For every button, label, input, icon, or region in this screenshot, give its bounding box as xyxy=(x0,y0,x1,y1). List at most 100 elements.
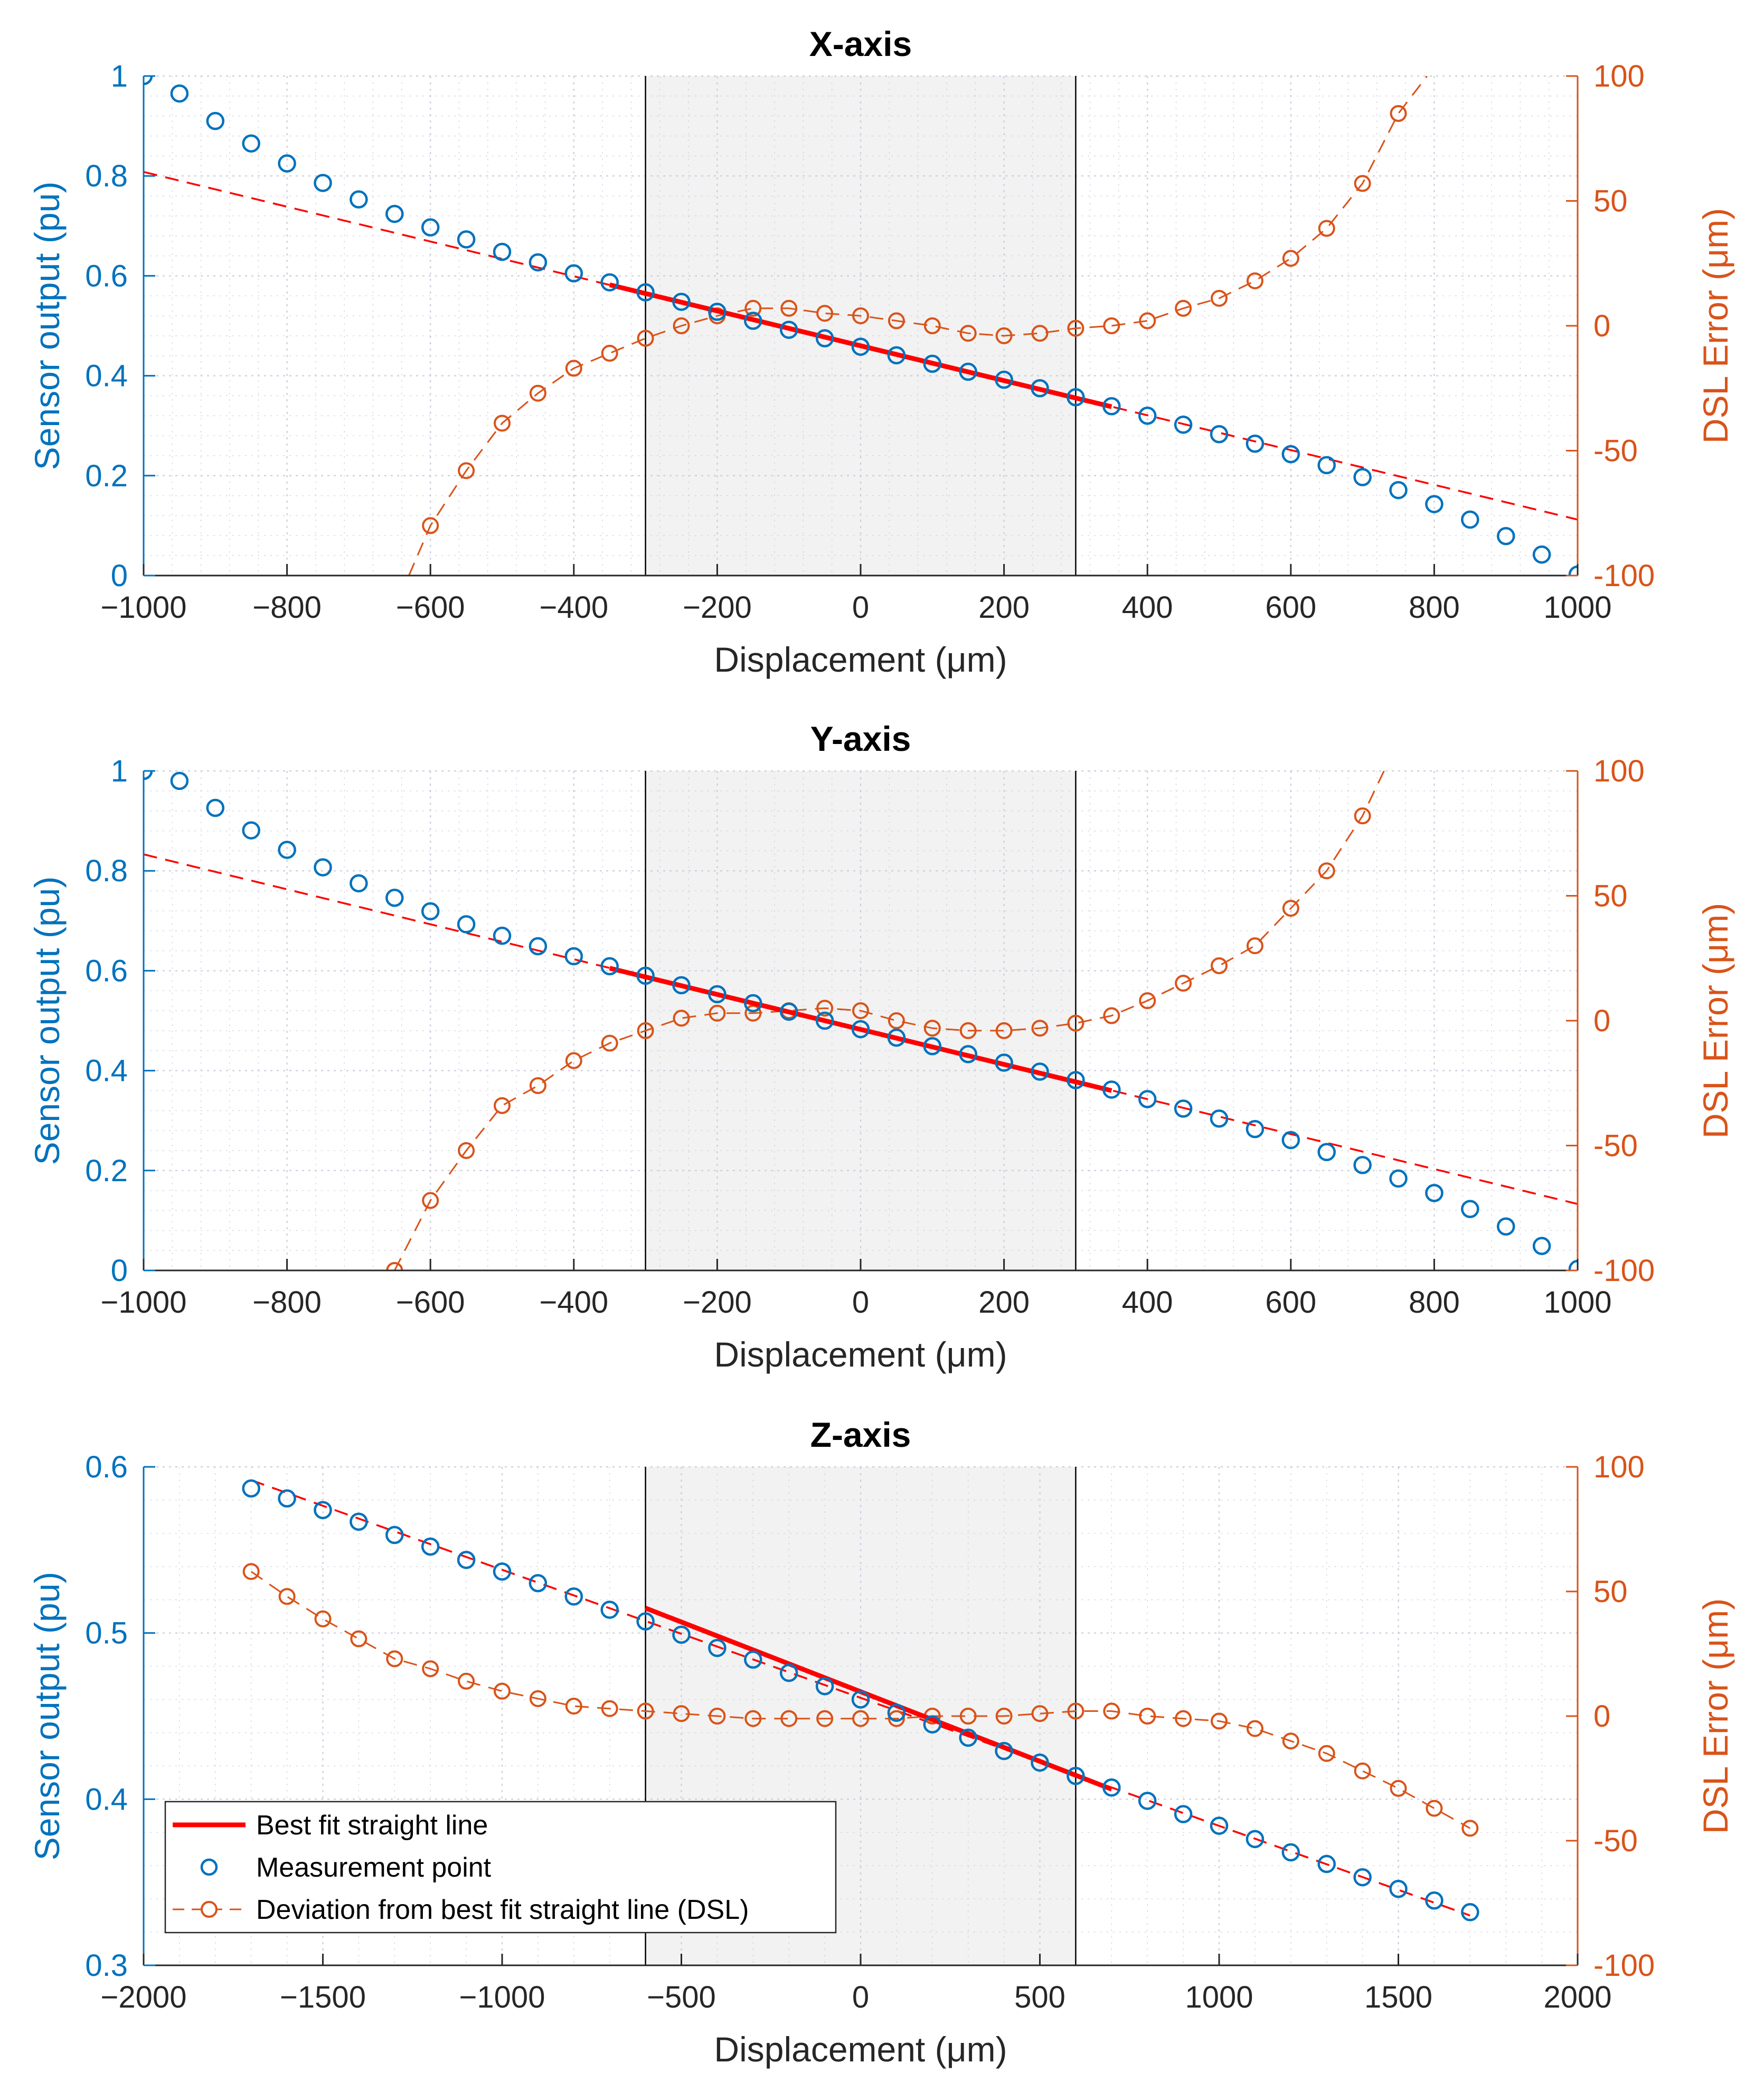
dsl-point xyxy=(1426,1800,1443,1817)
dsl-point xyxy=(780,1710,798,1727)
x-tick-label: −1500 xyxy=(280,1980,366,2014)
x-tick-label: 2000 xyxy=(1543,1980,1611,2014)
x-tick-label: −1000 xyxy=(101,1285,187,1320)
legend-dsl-swatch xyxy=(201,1901,218,1918)
right-tick-label: 50 xyxy=(1593,879,1628,913)
measurement-point xyxy=(1425,495,1444,513)
dsl-point xyxy=(1175,1710,1192,1727)
dsl-point xyxy=(1067,1702,1084,1720)
dsl-point xyxy=(314,1610,332,1627)
best-fit-line xyxy=(609,282,1112,409)
dsl-point xyxy=(816,1000,834,1017)
measurement-point xyxy=(672,293,691,311)
measurement-point xyxy=(1067,388,1085,407)
dsl-point xyxy=(1390,105,1407,122)
dsl-point xyxy=(637,329,654,347)
measurement-point xyxy=(278,841,296,859)
right-tick-label: 0 xyxy=(1593,1699,1610,1734)
x-tick-label: −200 xyxy=(683,590,752,625)
measurement-point xyxy=(278,154,296,173)
measurement-point xyxy=(600,1600,619,1619)
measurement-point xyxy=(636,283,655,302)
dsl-point xyxy=(1354,1762,1371,1779)
measurement-point xyxy=(672,1625,691,1644)
x-tick-label: −800 xyxy=(252,1285,322,1320)
dsl-point xyxy=(1103,317,1120,334)
dsl-point xyxy=(386,1650,403,1668)
x-tick-label: −400 xyxy=(539,590,608,625)
x-tick-label: 1000 xyxy=(1185,1980,1253,2014)
measurement-point xyxy=(1174,1099,1193,1118)
dsl-point xyxy=(386,1262,403,1270)
measurement-point xyxy=(457,230,476,249)
measurement-point xyxy=(995,1741,1013,1760)
left-tick-label: 0 xyxy=(111,1254,128,1288)
x-tick-label: 200 xyxy=(978,590,1030,625)
measurement-point xyxy=(421,1537,440,1556)
dsl-curve xyxy=(393,771,1385,1270)
dsl-point xyxy=(709,1708,726,1725)
measurement-point xyxy=(1389,1880,1408,1898)
measurement-point xyxy=(887,1028,906,1047)
dsl-point xyxy=(601,345,618,362)
dsl-point xyxy=(1282,900,1299,917)
measurement-point xyxy=(385,1525,404,1544)
dsl-point xyxy=(1318,1745,1335,1762)
measurement-point xyxy=(314,858,332,877)
left-tick-label: 1 xyxy=(111,754,128,788)
measurement-point xyxy=(887,346,906,365)
right-tick-label: -50 xyxy=(1593,1824,1638,1858)
measurement-point xyxy=(1389,481,1408,500)
dsl-point xyxy=(888,312,905,329)
dsl-point xyxy=(529,1690,546,1707)
dsl-point xyxy=(744,1710,762,1727)
dsl-point xyxy=(673,317,690,334)
measurement-point xyxy=(206,111,225,130)
x-tick-label: 0 xyxy=(852,1980,869,2014)
left-tick-label: 0.8 xyxy=(85,854,128,888)
dsl-point xyxy=(1211,1712,1228,1730)
dsl-point xyxy=(780,299,798,317)
right-tick-label: 0 xyxy=(1593,309,1610,343)
plot-data xyxy=(242,1479,1479,1922)
x-tick-label: 1000 xyxy=(1543,590,1611,625)
dsl-point xyxy=(494,1682,511,1700)
best-fit-line xyxy=(609,966,1112,1093)
left-tick-label: 0.6 xyxy=(85,259,128,293)
measurement-point xyxy=(564,264,583,282)
measurement-point xyxy=(170,84,189,103)
dsl-point xyxy=(1139,992,1156,1010)
dsl-point xyxy=(1175,299,1192,317)
dsl-point xyxy=(1067,319,1084,337)
measurement-point xyxy=(1031,1753,1049,1772)
measurement-point xyxy=(385,889,404,907)
dsl-point xyxy=(959,1708,977,1725)
measurement-point xyxy=(1389,1169,1408,1188)
measurement-point xyxy=(1281,445,1300,464)
plot-data xyxy=(144,771,1578,1270)
dsl-point xyxy=(923,317,941,334)
measurement-point xyxy=(744,994,762,1013)
dsl-point xyxy=(350,1630,367,1647)
dsl-point xyxy=(1031,1020,1049,1037)
right-tick-label: 100 xyxy=(1593,59,1645,93)
measurement-point xyxy=(1210,1109,1229,1128)
x-tick-label: −500 xyxy=(647,1980,716,2014)
x-tick-label: −1000 xyxy=(101,590,187,625)
measurement-point xyxy=(529,253,548,272)
measurement-point xyxy=(887,1703,906,1722)
dsl-point xyxy=(1246,1720,1263,1737)
measurement-point xyxy=(385,204,404,223)
dsl-point xyxy=(852,1002,869,1020)
measurement-point xyxy=(600,957,619,976)
dsl-point xyxy=(242,1563,260,1580)
dsl-point xyxy=(709,1004,726,1022)
measurement-point xyxy=(170,771,189,790)
dsl-point xyxy=(1282,1732,1299,1750)
dsl-point xyxy=(601,1700,618,1717)
measurement-point xyxy=(1353,1868,1372,1887)
measurement-point xyxy=(1425,1184,1444,1202)
measurement-point xyxy=(1246,435,1265,453)
measurement-point xyxy=(636,1612,655,1631)
dsl-point xyxy=(529,1077,546,1094)
